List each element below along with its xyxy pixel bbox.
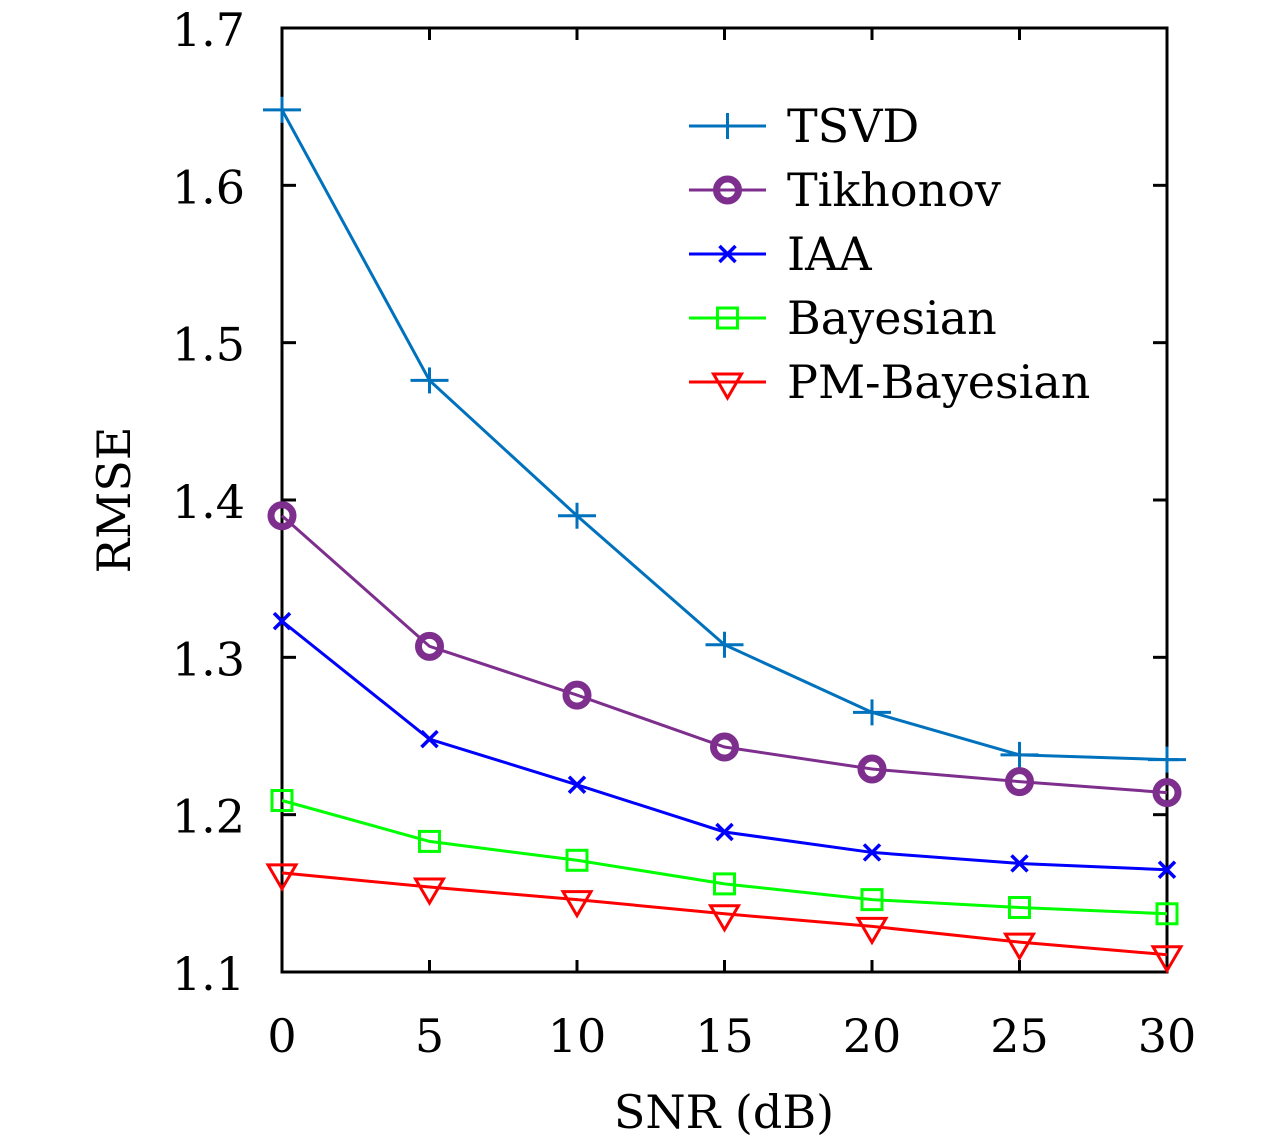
series-tikhonov xyxy=(267,501,1182,808)
data-point xyxy=(857,754,887,784)
data-point xyxy=(562,680,592,710)
legend-item: Tikhonov xyxy=(689,163,1001,217)
series-layer xyxy=(263,96,1186,974)
data-point xyxy=(1148,746,1186,773)
x-axis-ticks: 0 5 10 15 20 25 30 xyxy=(267,28,1196,1063)
legend-label: Tikhonov xyxy=(787,163,1001,217)
data-point xyxy=(1000,741,1039,768)
legend-label: PM-Bayesian xyxy=(787,355,1090,409)
data-point xyxy=(707,904,742,933)
y-tick-label: 1.5 xyxy=(172,318,245,372)
data-point xyxy=(415,631,444,661)
data-point xyxy=(860,888,884,912)
data-point xyxy=(265,863,299,892)
data-point xyxy=(855,916,889,946)
data-point xyxy=(263,96,301,123)
data-point xyxy=(1005,767,1034,797)
data-point xyxy=(1155,902,1179,926)
data-point xyxy=(560,890,594,919)
x-tick-label: 15 xyxy=(695,1009,754,1063)
data-point xyxy=(412,877,447,907)
data-point xyxy=(418,829,441,853)
y-axis-ticks: 1.1 1.2 1.3 1.4 1.5 1.6 1.7 xyxy=(172,3,1167,1001)
legend-label: IAA xyxy=(787,227,872,281)
x-axis-title: SNR (dB) xyxy=(614,1085,834,1139)
x-tick-label: 0 xyxy=(267,1009,296,1063)
y-tick-label: 1.2 xyxy=(172,790,245,844)
data-point xyxy=(558,502,596,529)
data-point xyxy=(1002,932,1037,962)
legend-item: PM-Bayesian xyxy=(689,355,1090,409)
y-tick-label: 1.4 xyxy=(172,475,245,529)
x-tick-label: 25 xyxy=(990,1009,1049,1063)
legend-label: Bayesian xyxy=(787,291,997,345)
legend-marker-icon xyxy=(710,372,745,401)
legend-marker-icon xyxy=(708,113,747,139)
data-point xyxy=(853,699,891,726)
data-point xyxy=(710,732,739,762)
data-point xyxy=(1010,854,1029,873)
data-point xyxy=(1152,778,1182,808)
legend-marker-icon xyxy=(718,244,737,264)
data-point xyxy=(713,872,736,896)
data-point xyxy=(705,631,744,658)
y-tick-label: 1.6 xyxy=(172,160,245,214)
data-point xyxy=(715,822,734,842)
data-point xyxy=(270,789,294,813)
data-point xyxy=(567,775,587,795)
data-point xyxy=(410,367,449,394)
series-line xyxy=(281,514,1168,795)
legend-marker-icon xyxy=(716,306,739,330)
series-pm-bayesian xyxy=(265,863,1184,974)
data-point xyxy=(267,501,297,531)
data-point xyxy=(1008,895,1031,919)
legend-item: Bayesian xyxy=(689,291,997,345)
data-point xyxy=(272,611,292,631)
y-tick-label: 1.1 xyxy=(172,947,245,1001)
data-point xyxy=(565,848,589,872)
y-axis-title: RMSE xyxy=(87,427,141,574)
data-point xyxy=(1150,945,1184,974)
series-bayesian xyxy=(270,789,1179,926)
x-tick-label: 5 xyxy=(415,1009,444,1063)
x-tick-label: 10 xyxy=(548,1009,607,1063)
x-tick-label: 20 xyxy=(843,1009,902,1063)
legend-item: TSVD xyxy=(689,99,919,153)
series-line xyxy=(281,871,1168,957)
data-point xyxy=(420,729,439,749)
data-point xyxy=(1157,860,1177,879)
series-line xyxy=(281,799,1168,916)
legend: TSVD Tikhonov IAA Bayesian PM-Bayesian xyxy=(689,99,1090,409)
y-tick-label: 1.3 xyxy=(172,632,245,686)
legend-item: IAA xyxy=(689,227,872,281)
series-iaa xyxy=(272,611,1177,879)
data-point xyxy=(862,843,882,862)
legend-marker-icon xyxy=(713,175,742,205)
series-tsvd xyxy=(263,96,1186,773)
series-line xyxy=(280,109,1179,762)
legend-label: TSVD xyxy=(787,99,919,153)
x-tick-label: 30 xyxy=(1138,1009,1197,1063)
y-tick-label: 1.7 xyxy=(172,3,245,57)
